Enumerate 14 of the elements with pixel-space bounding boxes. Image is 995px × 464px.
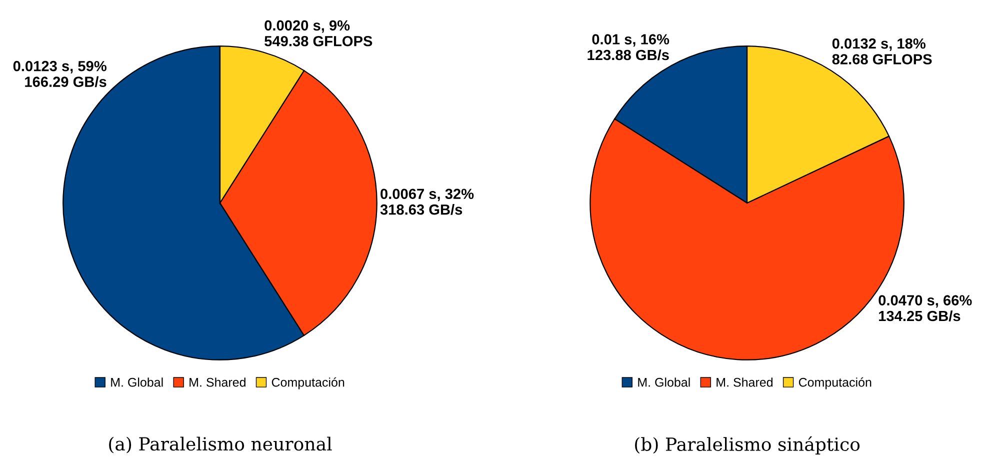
legend-label: M. Shared	[716, 378, 772, 387]
legend-label: Computación	[798, 377, 872, 390]
data-label: 0.01 s, 16% 123.88 GB/s	[588, 34, 670, 60]
data-label: 0.0132 s, 18% 82.68 GFLOPS	[832, 38, 932, 64]
legend-label: M. Global	[111, 378, 163, 387]
legend-label: M. Global	[638, 378, 690, 387]
text: (b) Paralelismo sináptico	[635, 436, 860, 455]
data-label: 0.0020 s, 9% 549.38 GFLOPS	[264, 20, 372, 46]
data-label: 0.0470 s, 66% 134.25 GB/s	[878, 295, 972, 322]
legend-label: Computación	[272, 377, 344, 390]
legend-label: M. Shared	[190, 378, 246, 387]
data-label: 0.0067 s, 32% 318.63 GB/s	[380, 188, 474, 215]
text: (a) Paralelismo neuronal	[109, 436, 332, 454]
data-label: 0.0123 s, 59% 166.29 GB/s	[13, 60, 106, 88]
